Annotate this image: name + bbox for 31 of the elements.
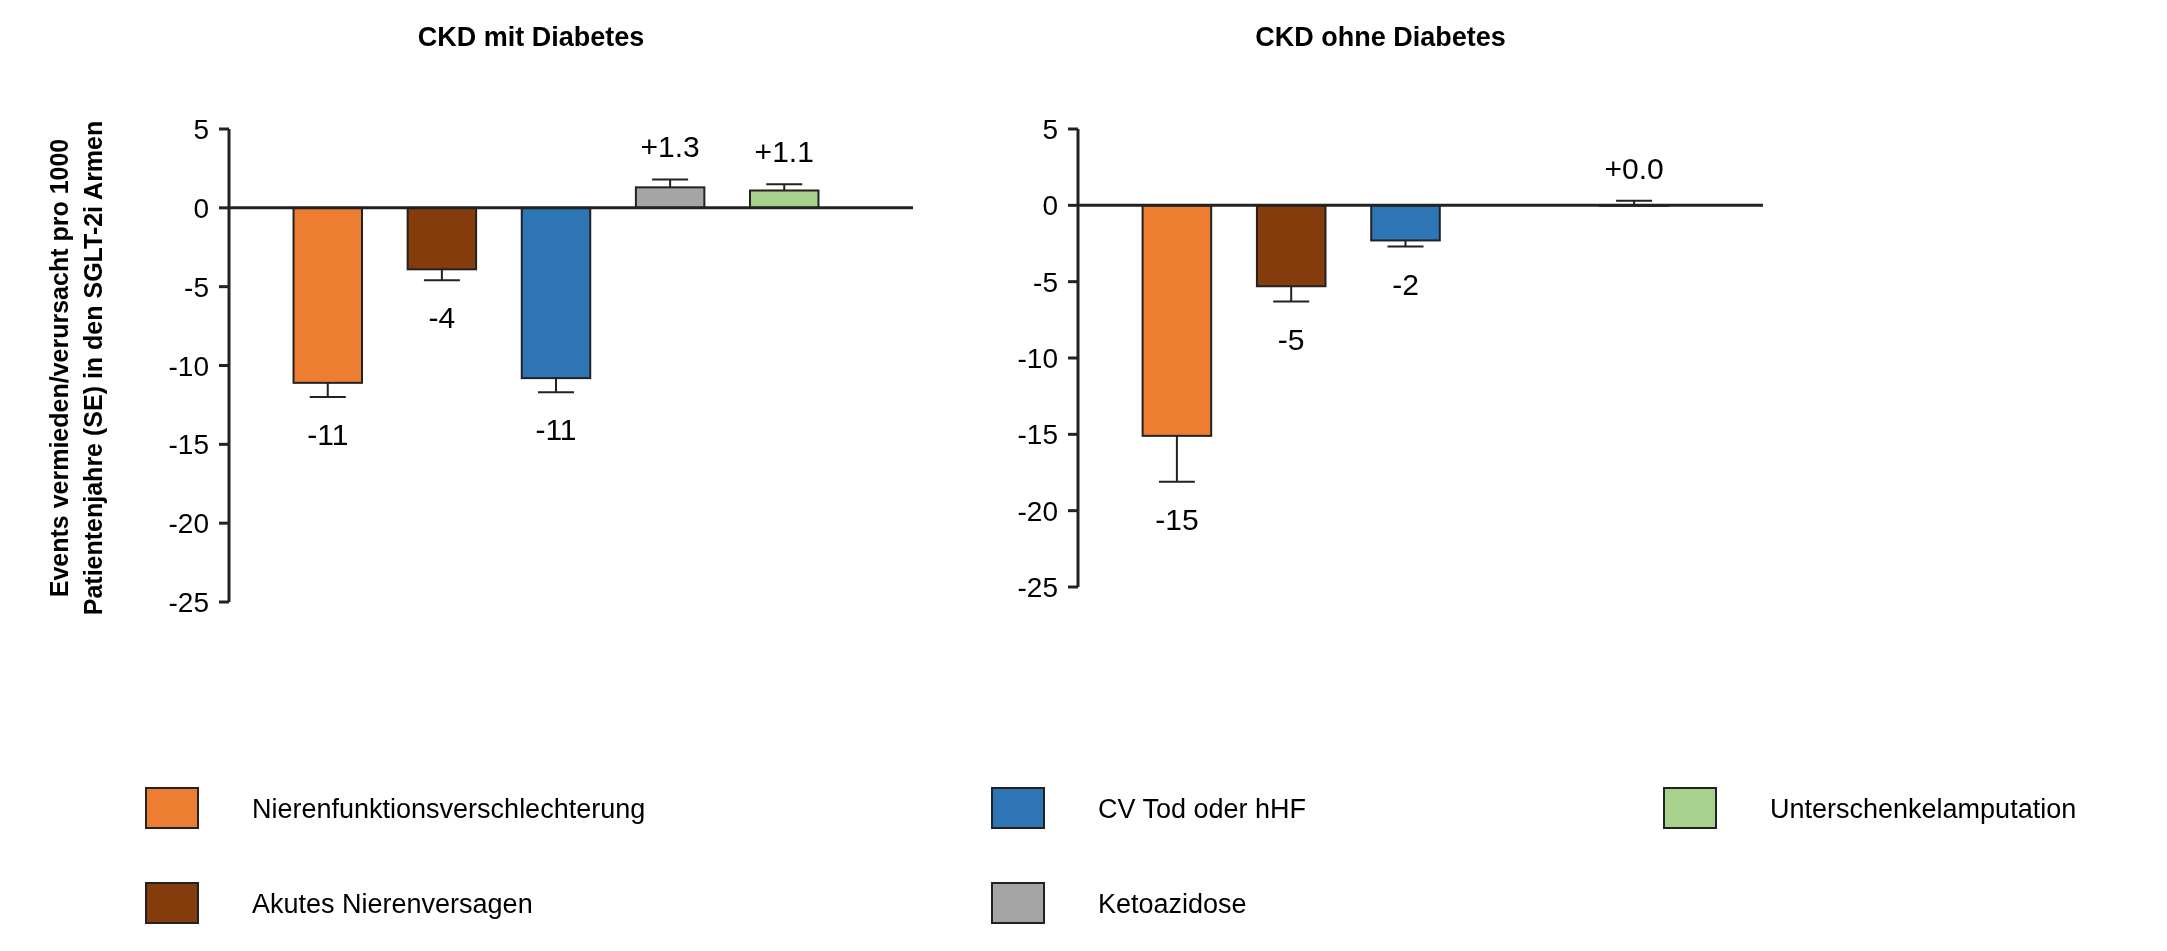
data-label: -15 xyxy=(1155,502,1199,536)
legend-label: Ketoazidose xyxy=(1098,889,1247,919)
y-tick-label: -25 xyxy=(1017,572,1058,603)
y-tick-label: -25 xyxy=(168,587,209,618)
data-label: +1.1 xyxy=(754,135,814,169)
data-label: -2 xyxy=(1392,267,1419,301)
y-tick-label: -20 xyxy=(168,508,209,540)
legend-label: Unterschenkelamputation xyxy=(1770,794,2077,824)
y-tick-label: -15 xyxy=(1017,419,1058,451)
legend-label: Akutes Nierenversagen xyxy=(252,889,533,919)
y-tick-label: 0 xyxy=(1042,190,1058,222)
y-tick-label: -10 xyxy=(1017,343,1058,374)
y-tick-label: -15 xyxy=(168,429,209,461)
y-tick-label: -5 xyxy=(184,271,209,303)
data-label: +1.3 xyxy=(640,130,700,164)
y-tick-label: -20 xyxy=(1017,495,1058,527)
legend-label: CV Tod oder hHF xyxy=(1098,794,1307,824)
data-label: -4 xyxy=(428,301,456,335)
y-tick-label: 5 xyxy=(1042,114,1058,145)
y-tick-label: -5 xyxy=(1033,266,1058,298)
y-tick-label: 5 xyxy=(193,114,209,145)
y-tick-label: 0 xyxy=(193,192,209,224)
data-label: +0.0 xyxy=(1604,151,1664,185)
data-label: -11 xyxy=(535,413,577,447)
legend-label: Nierenfunktionsverschlechterung xyxy=(252,794,646,824)
y-tick-label: -10 xyxy=(168,350,209,382)
data-label: -5 xyxy=(1277,322,1305,356)
chart-title: CKD ohne Diabetes xyxy=(1255,22,1506,52)
chart-title: CKD mit Diabetes xyxy=(417,22,645,52)
data-label: -11 xyxy=(307,418,349,452)
y-axis-title: Events vermieden/verursacht pro 1000 Patientenjahre (SE) in den SGLT-2i Armen xyxy=(45,120,107,616)
